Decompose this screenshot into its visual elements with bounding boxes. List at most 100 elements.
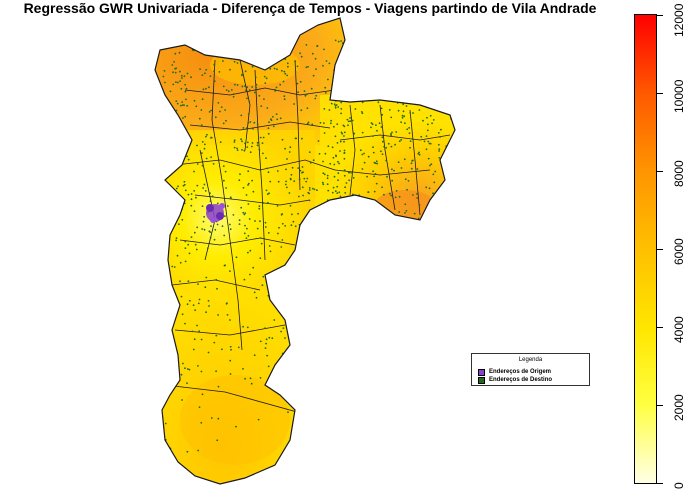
destination-point <box>172 71 174 74</box>
destination-point <box>223 264 226 267</box>
destination-point <box>385 159 387 162</box>
destination-point <box>273 319 276 321</box>
destination-point <box>173 215 176 218</box>
destination-point <box>255 83 258 86</box>
destination-point <box>198 117 201 120</box>
destination-point <box>246 146 249 149</box>
destination-point <box>240 114 243 117</box>
destination-point <box>324 86 327 89</box>
destination-point <box>266 107 269 109</box>
destination-point <box>175 239 178 242</box>
destination-point <box>265 342 267 345</box>
destination-point <box>401 114 404 117</box>
destination-point <box>336 192 339 195</box>
destination-point <box>422 119 424 122</box>
destination-point <box>232 93 235 96</box>
destination-point <box>281 54 283 56</box>
destination-point <box>390 145 393 148</box>
destination-point <box>235 256 238 259</box>
destination-point <box>250 382 253 385</box>
destination-point <box>271 279 274 282</box>
destination-point <box>178 138 181 141</box>
destination-point <box>453 211 455 214</box>
destination-point <box>249 151 252 154</box>
destination-point <box>164 159 167 162</box>
legend: Legenda Endereços de Origem Endereços de… <box>471 353 590 386</box>
destination-point <box>266 193 269 196</box>
destination-point <box>388 109 391 111</box>
legend-item-destination: Endereços de Destino <box>478 376 552 384</box>
destination-point <box>248 41 251 43</box>
destination-point <box>197 449 200 452</box>
destination-point <box>215 278 218 281</box>
destination-point <box>442 203 445 206</box>
destination-point <box>439 136 441 138</box>
destination-point <box>256 227 259 230</box>
destination-point <box>192 348 195 351</box>
destination-point <box>420 135 423 138</box>
destination-point <box>179 104 182 107</box>
destination-point <box>437 143 440 146</box>
destination-point <box>325 60 328 62</box>
destination-point <box>301 171 303 174</box>
destination-point <box>216 223 219 226</box>
destination-point <box>386 175 388 178</box>
destination-point <box>326 174 329 177</box>
destination-point <box>276 68 278 71</box>
destination-point <box>428 142 431 145</box>
destination-point <box>405 209 408 212</box>
destination-point <box>178 42 181 45</box>
destination-point <box>205 157 208 160</box>
destination-point <box>402 110 405 113</box>
destination-point <box>247 182 250 185</box>
destination-point <box>405 105 408 107</box>
destination-point <box>202 220 205 223</box>
destination-point <box>224 109 227 111</box>
destination-point <box>431 217 434 220</box>
destination-point <box>217 385 220 388</box>
district-boundary <box>189 121 331 131</box>
destination-point <box>272 125 275 128</box>
destination-point <box>337 198 340 201</box>
destination-point <box>294 60 297 63</box>
destination-point <box>190 39 192 42</box>
destination-point <box>282 294 285 297</box>
destination-point <box>190 76 192 79</box>
destination-point <box>222 85 225 88</box>
destination-point <box>198 330 201 333</box>
destination-point <box>299 52 301 55</box>
destination-point <box>437 132 440 134</box>
destination-point <box>178 121 180 124</box>
destination-point <box>173 159 176 162</box>
destination-point <box>343 151 346 154</box>
destination-point <box>215 370 218 373</box>
destination-point <box>352 177 355 179</box>
destination-point <box>205 68 208 71</box>
destination-point <box>367 155 370 158</box>
destination-point <box>253 121 256 124</box>
destination-point <box>251 179 254 182</box>
destination-point <box>391 179 394 182</box>
destination-point <box>291 166 294 169</box>
destination-point <box>161 107 164 109</box>
destination-point <box>249 273 251 276</box>
destination-point <box>334 39 337 42</box>
destination-point <box>433 181 436 184</box>
destination-point <box>440 128 442 131</box>
destination-point <box>258 207 261 210</box>
destination-point <box>296 65 299 68</box>
destination-point <box>361 101 364 104</box>
destination-point <box>412 159 414 162</box>
destination-point <box>438 157 441 159</box>
destination-point <box>255 86 257 89</box>
destination-point <box>197 283 199 285</box>
destination-point <box>373 190 376 193</box>
destination-point <box>426 209 428 212</box>
destination-point <box>372 135 374 138</box>
destination-point <box>222 122 225 125</box>
destination-point <box>284 183 287 186</box>
destination-point <box>314 238 317 240</box>
destination-point <box>451 176 454 179</box>
destination-point <box>336 214 339 216</box>
destination-point <box>427 123 429 126</box>
